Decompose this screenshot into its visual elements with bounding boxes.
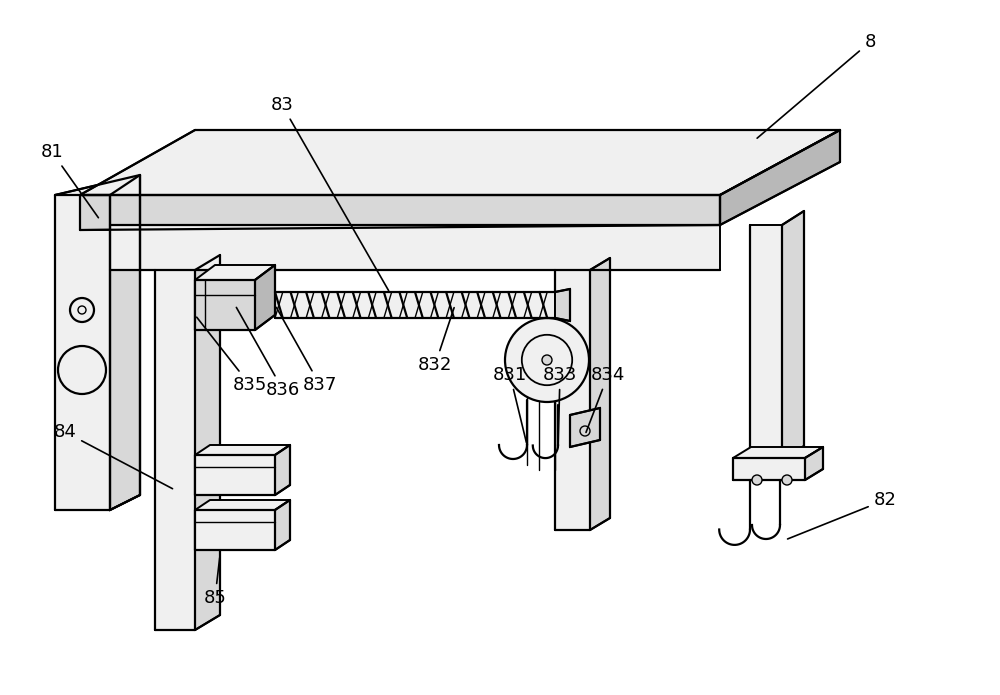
Polygon shape [255,265,275,330]
Text: 836: 836 [236,307,300,399]
Text: 81: 81 [41,143,98,218]
Polygon shape [110,225,720,270]
Text: 831: 831 [493,366,527,442]
Polygon shape [55,175,140,195]
Polygon shape [195,510,275,550]
Polygon shape [80,195,720,230]
Polygon shape [275,445,290,495]
Text: 837: 837 [276,307,337,394]
Text: 834: 834 [586,366,625,432]
Circle shape [522,335,572,385]
Circle shape [505,318,589,402]
Polygon shape [782,211,804,460]
Text: 82: 82 [788,491,896,539]
Polygon shape [733,458,805,480]
Polygon shape [555,270,590,530]
Circle shape [752,475,762,485]
Polygon shape [275,292,555,318]
Text: 85: 85 [204,558,226,607]
Polygon shape [805,447,823,480]
Text: 835: 835 [197,317,267,394]
Polygon shape [55,195,110,510]
Polygon shape [195,255,220,630]
Circle shape [782,475,792,485]
Polygon shape [195,280,255,330]
Text: 83: 83 [271,96,389,291]
Text: 8: 8 [757,33,876,138]
Text: 833: 833 [543,366,577,447]
Polygon shape [155,270,195,630]
Polygon shape [195,445,290,455]
Circle shape [580,426,590,436]
Polygon shape [720,130,840,225]
Text: 84: 84 [54,423,173,489]
Text: 832: 832 [418,308,454,374]
Polygon shape [750,225,782,460]
Polygon shape [590,258,610,530]
Polygon shape [110,175,140,510]
Polygon shape [275,500,290,550]
Polygon shape [733,447,823,458]
Polygon shape [195,455,275,495]
Polygon shape [195,265,275,280]
Polygon shape [195,500,290,510]
Polygon shape [570,408,600,447]
Circle shape [542,355,552,365]
Polygon shape [80,130,840,195]
Polygon shape [555,289,570,321]
Circle shape [78,306,86,314]
